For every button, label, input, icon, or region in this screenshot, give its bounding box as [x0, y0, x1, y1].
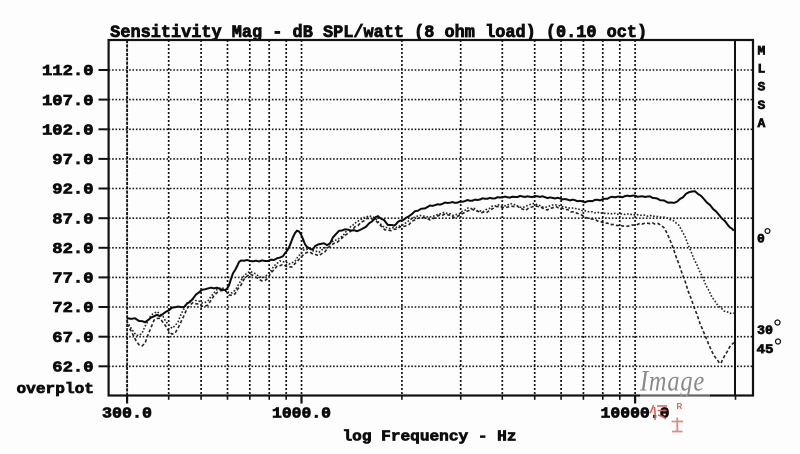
- svg-text:45: 45: [757, 342, 774, 357]
- svg-text:Image: Image: [639, 365, 705, 398]
- svg-text:30: 30: [757, 323, 773, 338]
- svg-text:overplot: overplot: [17, 381, 95, 398]
- svg-text:0: 0: [757, 232, 765, 247]
- svg-text:R: R: [677, 402, 683, 411]
- svg-text:L: L: [758, 62, 766, 77]
- svg-text:102.0: 102.0: [42, 123, 94, 140]
- svg-text:300.0: 300.0: [102, 406, 152, 423]
- svg-text:A: A: [758, 116, 766, 131]
- svg-text:87.0: 87.0: [52, 211, 93, 228]
- svg-text:S: S: [758, 98, 766, 113]
- svg-text:1000.0: 1000.0: [272, 406, 331, 423]
- svg-text:92.0: 92.0: [52, 182, 93, 199]
- svg-text:107.0: 107.0: [42, 93, 94, 110]
- svg-text:82.0: 82.0: [52, 241, 93, 258]
- svg-text:S: S: [758, 80, 766, 95]
- svg-text:M: M: [758, 43, 766, 58]
- svg-text:67.0: 67.0: [52, 330, 93, 347]
- svg-text:72.0: 72.0: [52, 300, 93, 317]
- svg-text:10000.0: 10000.0: [601, 406, 670, 423]
- svg-text:112.0: 112.0: [42, 63, 94, 80]
- svg-text:97.0: 97.0: [52, 152, 93, 169]
- svg-text:77.0: 77.0: [52, 271, 93, 288]
- svg-text:Sensitivity Mag - dB SPL/watt: Sensitivity Mag - dB SPL/watt (8 ohm loa…: [110, 23, 647, 43]
- svg-text:log Frequency - Hz: log Frequency - Hz: [343, 428, 517, 445]
- svg-text:62.0: 62.0: [52, 360, 93, 377]
